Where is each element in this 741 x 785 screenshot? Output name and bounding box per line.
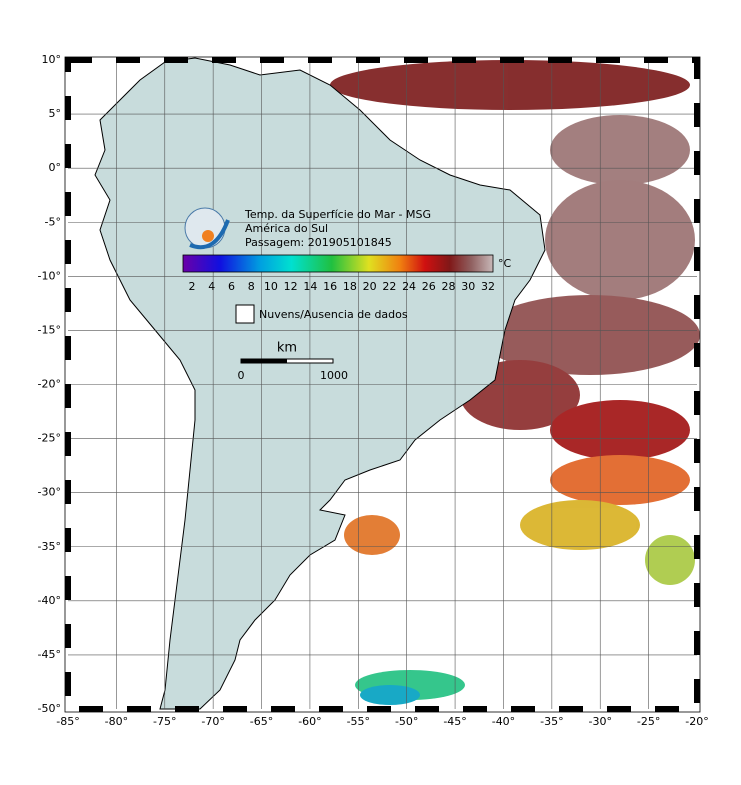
- colorbar-label: 16: [323, 280, 337, 293]
- longitude-label: -40°: [492, 715, 515, 728]
- sst-patch: [330, 60, 690, 110]
- logo-dot: [202, 230, 214, 242]
- scale-start: 0: [238, 369, 245, 382]
- colorbar-label: 12: [284, 280, 298, 293]
- sst-patch: [480, 295, 700, 375]
- map-border: [64, 56, 701, 713]
- latitude-label: 10°: [42, 53, 62, 66]
- axis-labels: -85° -80° -75° -70° -65° -60° -55° -50° -45° -40°…: [38, 53, 709, 728]
- latitude-label: -15°: [38, 323, 61, 336]
- sst-patch: [545, 180, 695, 300]
- colorbar-label: 30: [461, 280, 475, 293]
- colorbar-label: 20: [363, 280, 377, 293]
- latitude-label: -40°: [38, 594, 61, 607]
- colorbar-label: 8: [248, 280, 255, 293]
- latitude-label: -10°: [38, 269, 61, 282]
- colorbar-label: 32: [481, 280, 495, 293]
- sst-patch: [550, 115, 690, 185]
- latitude-label: -30°: [38, 486, 61, 499]
- sst-patch: [645, 535, 695, 585]
- scale-unit: km: [277, 341, 297, 356]
- logo-globe: [184, 207, 226, 249]
- latitude-label: -20°: [38, 378, 61, 391]
- scale-bar-segment: [241, 359, 287, 363]
- map-frame: [65, 57, 700, 712]
- sst-patch: [550, 455, 690, 505]
- latitude-label: -25°: [38, 432, 61, 445]
- scale-end: 1000: [320, 369, 348, 382]
- latitude-label: 0°: [49, 161, 62, 174]
- longitude-label: -70°: [201, 715, 224, 728]
- legend-label: Nuvens/Ausencia de dados: [259, 308, 408, 321]
- colorbar-label: 28: [442, 280, 456, 293]
- colorbar-labels: 2 4 6 8 10 12 14 16 18 20 22 24 26 28 30 32: [189, 280, 496, 293]
- graticule: [68, 60, 697, 709]
- colorbar-unit: °C: [498, 257, 512, 270]
- colorbar-label: 22: [382, 280, 396, 293]
- legend-swatch: [235, 304, 255, 324]
- longitude-label: -80°: [105, 715, 128, 728]
- sst-patch: [344, 515, 400, 555]
- longitude-label: -50°: [395, 715, 418, 728]
- latitude-label: 5°: [49, 107, 62, 120]
- sst-patch: [520, 500, 640, 550]
- sst-patch: [360, 685, 420, 705]
- latitude-label: -50°: [38, 702, 61, 715]
- colorbar-label: 24: [402, 280, 416, 293]
- logo-arrow: [189, 219, 230, 250]
- longitude-label: -35°: [540, 715, 563, 728]
- longitude-label: -75°: [153, 715, 176, 728]
- colorbar-label: 26: [422, 280, 436, 293]
- colorbar-label: 10: [264, 280, 278, 293]
- longitude-label: -45°: [443, 715, 466, 728]
- latitude-label: -5°: [45, 215, 61, 228]
- colorbar-label: 14: [303, 280, 317, 293]
- longitude-label: -25°: [637, 715, 660, 728]
- latitude-label: -35°: [38, 540, 61, 553]
- longitude-label: -30°: [588, 715, 611, 728]
- title-line: Temp. da Superfície do Mar - MSG: [244, 208, 431, 221]
- longitude-label: -60°: [298, 715, 321, 728]
- longitude-label: -20°: [685, 715, 708, 728]
- title-line: Passagem: 201905101845: [245, 236, 392, 249]
- logo: [184, 207, 230, 250]
- colorbar-label: 6: [228, 280, 235, 293]
- title-line: América do Sul: [245, 222, 328, 235]
- sst-patch: [550, 400, 690, 460]
- longitude-label: -65°: [250, 715, 273, 728]
- colorbar-label: 18: [343, 280, 357, 293]
- longitude-label: -85°: [56, 715, 79, 728]
- colorbar: [182, 254, 494, 273]
- colorbar-label: 4: [208, 280, 215, 293]
- colorbar-label: 2: [189, 280, 196, 293]
- latitude-label: -45°: [38, 648, 61, 661]
- longitude-label: -55°: [347, 715, 370, 728]
